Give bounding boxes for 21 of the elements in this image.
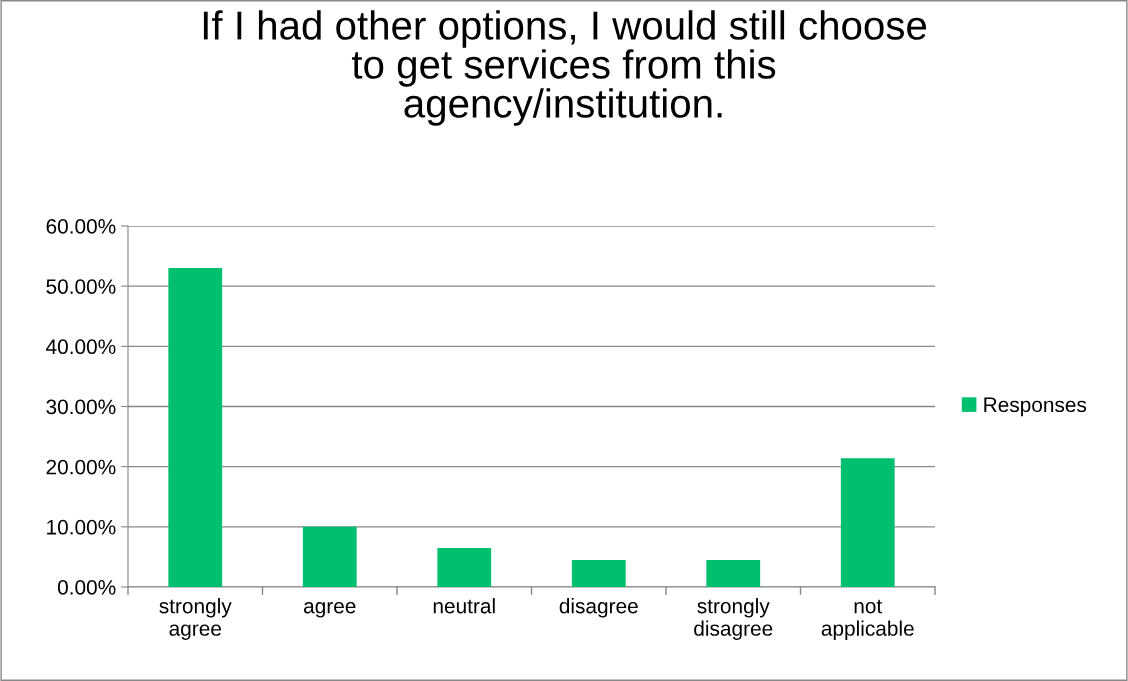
bar: [302, 526, 357, 587]
x-tick-label: strongly disagree: [694, 598, 773, 640]
bar: [437, 547, 492, 587]
legend-label: Responses: [984, 397, 1087, 417]
x-tick-label: disagree: [559, 598, 638, 618]
y-tick-label: 40.00%: [46, 339, 116, 355]
y-tick-label: 0.00%: [57, 580, 116, 595]
x-tick-label: neutral: [433, 598, 495, 614]
y-tick-label: 60.00%: [46, 219, 116, 234]
y-tick-label: 20.00%: [46, 459, 116, 475]
y-tick-label: 10.00%: [47, 519, 116, 535]
y-tick-label: 30.00%: [46, 399, 116, 415]
x-tick-label: agree: [304, 602, 356, 618]
bar: [840, 458, 895, 587]
chart-title: If I had other options, I would still choose to get services from this agency/institution.: [203, 10, 927, 126]
y-tick-label: 50.00%: [46, 279, 116, 294]
x-tick-label: strongly agree: [159, 598, 232, 640]
x-tick-label: not applicable: [821, 599, 914, 640]
bar: [571, 559, 626, 587]
bar: [168, 268, 223, 587]
bar: [706, 559, 761, 587]
